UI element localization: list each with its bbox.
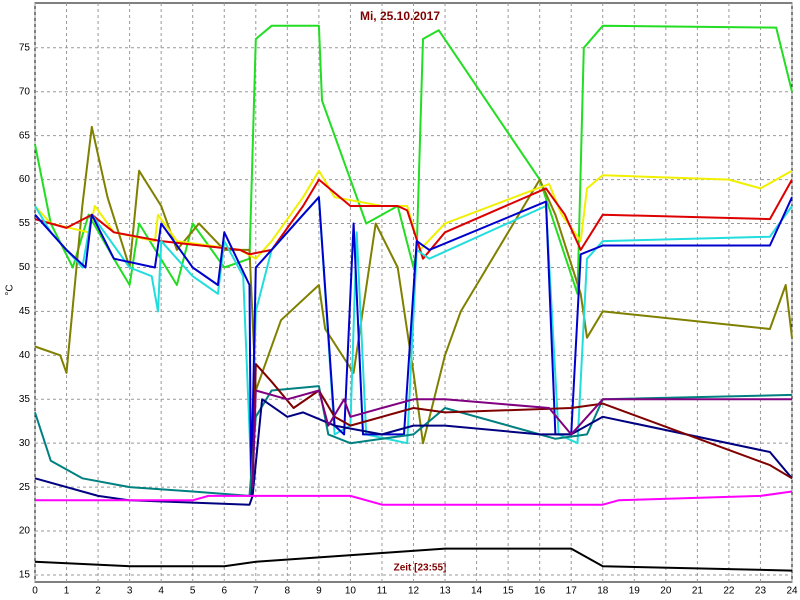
series-line bbox=[35, 490, 793, 506]
x-tick-label: 14 bbox=[471, 586, 483, 597]
x-tick-label: 13 bbox=[439, 586, 451, 597]
series-line bbox=[34, 178, 793, 260]
x-tick-label: 5 bbox=[190, 586, 196, 597]
x-tick-label: 12 bbox=[408, 586, 420, 597]
y-tick-label: 75 bbox=[19, 42, 31, 53]
y-tick-label: 35 bbox=[19, 394, 31, 405]
x-tick-label: 11 bbox=[377, 586, 388, 597]
y-tick-label: 50 bbox=[19, 262, 31, 273]
x-tick-label: 2 bbox=[95, 586, 101, 597]
chart-title: Mi, 25.10.2017 bbox=[360, 9, 440, 23]
x-tick-label: 20 bbox=[660, 586, 672, 597]
x-tick-label: 17 bbox=[566, 586, 578, 597]
x-tick-label: 18 bbox=[597, 586, 609, 597]
series-line bbox=[34, 24, 793, 295]
x-tick-label: 7 bbox=[253, 586, 259, 597]
y-tick-label: 70 bbox=[19, 86, 31, 97]
x-tick-label: 0 bbox=[32, 586, 38, 597]
x-tick-label: 1 bbox=[64, 586, 70, 597]
y-tick-label: 65 bbox=[19, 130, 31, 141]
series-line bbox=[34, 125, 793, 445]
x-tick-label: 8 bbox=[285, 586, 291, 597]
x-axis-label: Zeit [23:55] bbox=[394, 563, 447, 574]
y-tick-label: 20 bbox=[19, 526, 31, 537]
x-tick-label: 6 bbox=[221, 586, 227, 597]
y-tick-label: 60 bbox=[19, 174, 31, 185]
y-tick-label: 30 bbox=[19, 438, 31, 449]
x-tick-label: 19 bbox=[629, 586, 641, 597]
x-tick-label: 16 bbox=[534, 586, 546, 597]
x-tick-label: 9 bbox=[316, 586, 322, 597]
y-tick-label: 45 bbox=[19, 306, 31, 317]
series-line bbox=[34, 398, 793, 506]
x-tick-label: 24 bbox=[786, 586, 798, 597]
y-axis-label: °C bbox=[5, 284, 16, 295]
y-tick-label: 40 bbox=[19, 350, 31, 361]
series-line bbox=[251, 363, 793, 488]
x-tick-label: 23 bbox=[755, 586, 767, 597]
series-line bbox=[34, 547, 793, 572]
x-tick-label: 22 bbox=[723, 586, 735, 597]
x-tick-label: 3 bbox=[127, 586, 133, 597]
y-tick-label: 15 bbox=[19, 570, 31, 581]
y-tick-label: 55 bbox=[19, 218, 31, 229]
x-tick-label: 21 bbox=[692, 586, 704, 597]
x-tick-label: 15 bbox=[503, 586, 515, 597]
y-tick-label: 25 bbox=[19, 482, 31, 493]
x-tick-label: 10 bbox=[345, 586, 357, 597]
x-tick-label: 4 bbox=[158, 586, 164, 597]
series-line bbox=[251, 389, 792, 488]
